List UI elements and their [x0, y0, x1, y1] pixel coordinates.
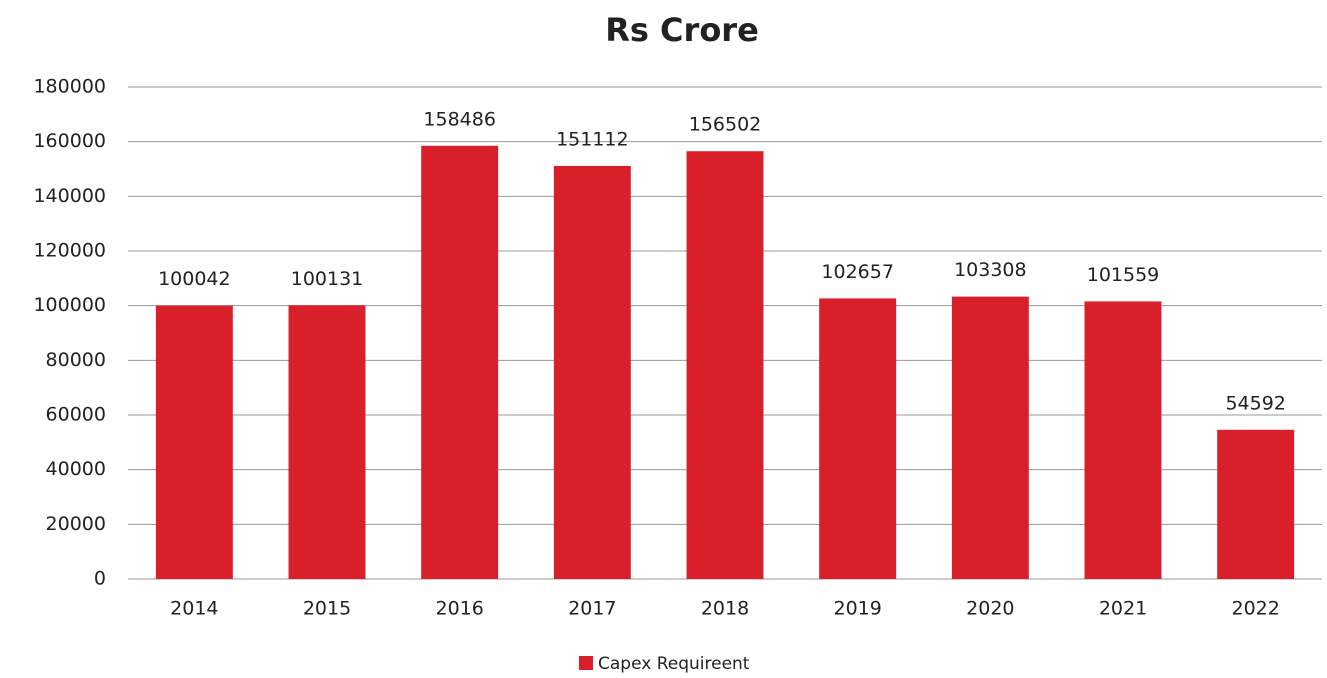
y-tick-label: 20000 [46, 513, 106, 535]
chart-title: Rs Crore [605, 11, 759, 49]
y-tick-label: 180000 [33, 76, 106, 98]
bar [819, 298, 897, 579]
x-tick-label: 2014 [170, 598, 218, 620]
x-tick-label: 2022 [1231, 598, 1279, 620]
bar [686, 151, 764, 580]
x-tick-label: 2019 [833, 598, 881, 620]
bar [155, 305, 233, 579]
bar [553, 165, 631, 579]
data-label: 100131 [291, 268, 364, 290]
bar [288, 305, 366, 579]
legend-label: Capex Requireent [598, 654, 750, 674]
x-tick-label: 2016 [435, 598, 483, 620]
y-tick-label: 140000 [33, 185, 106, 207]
x-tick-label: 2018 [701, 598, 749, 620]
y-tick-label: 0 [94, 568, 106, 590]
x-tick-label: 2020 [966, 598, 1014, 620]
data-label: 158486 [423, 108, 496, 130]
bar [1217, 429, 1295, 579]
x-tick-label: 2021 [1099, 598, 1147, 620]
data-label: 100042 [158, 268, 231, 290]
bar [951, 296, 1029, 579]
data-label: 151112 [556, 128, 629, 150]
x-tick-label: 2017 [568, 598, 616, 620]
legend-swatch [579, 656, 593, 670]
y-tick-label: 60000 [46, 404, 106, 426]
bar [1084, 301, 1162, 579]
data-label: 101559 [1087, 264, 1160, 286]
y-tick-label: 100000 [33, 294, 106, 316]
y-tick-label: 160000 [33, 130, 106, 152]
bar [421, 145, 499, 579]
data-label: 103308 [954, 259, 1027, 281]
x-tick-label: 2015 [303, 598, 351, 620]
data-label: 102657 [821, 261, 894, 283]
y-tick-label: 120000 [33, 240, 106, 262]
data-label: 156502 [689, 114, 762, 136]
y-tick-label: 80000 [46, 349, 106, 371]
y-tick-label: 40000 [46, 458, 106, 480]
data-label: 54592 [1225, 392, 1285, 414]
